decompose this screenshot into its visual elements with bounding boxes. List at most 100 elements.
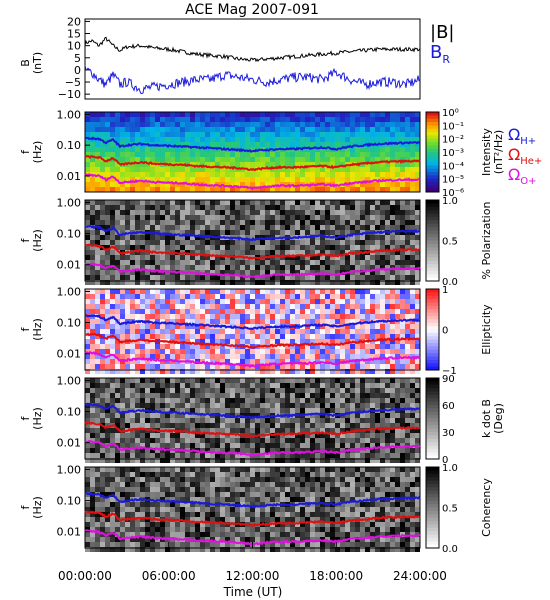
spectrogram-cell (110, 443, 115, 448)
spectrogram-cell (90, 127, 95, 132)
spectrogram-cell (355, 472, 360, 477)
spectrogram-cell (315, 428, 320, 433)
spectrogram-cell (350, 152, 355, 157)
spectrogram-cell (385, 453, 390, 458)
spectrogram-cell (330, 172, 335, 177)
spectrogram-cell (320, 418, 325, 423)
spectrogram-cell (205, 162, 210, 167)
spectrogram-cell (215, 152, 220, 157)
spectrogram-cell (135, 220, 140, 225)
spectrogram-cell (190, 398, 195, 403)
spectrogram-cell (100, 240, 105, 245)
spectrogram-cell (350, 230, 355, 235)
spectrogram-cell (260, 448, 265, 453)
spectrogram-cell (305, 467, 310, 472)
spectrogram-cell (405, 393, 410, 398)
spectrogram-cell (85, 324, 90, 329)
spectrogram-cell (320, 289, 325, 294)
spectrogram-cell (215, 438, 220, 443)
spectrogram-cell (330, 359, 335, 364)
spectrogram-cell (380, 364, 385, 369)
spectrogram-cell (225, 487, 230, 492)
spectrogram-cell (270, 418, 275, 423)
spectrogram-cell (385, 413, 390, 418)
spectrogram-cell (170, 117, 175, 122)
spectrogram-cell (320, 369, 325, 374)
spectrogram-cell (405, 255, 410, 260)
spectrogram-cell (85, 369, 90, 374)
spectrogram-cell (230, 132, 235, 137)
spectrogram-cell (365, 359, 370, 364)
spectrogram-cell (240, 438, 245, 443)
spectrogram-cell (270, 280, 275, 285)
spectrogram-cell (205, 438, 210, 443)
spectrogram-cell (85, 250, 90, 255)
spectrogram-cell (395, 132, 400, 137)
spectrogram-cell (140, 438, 145, 443)
spectrogram-cell (130, 112, 135, 117)
spectrogram-cell (260, 472, 265, 477)
spectrogram-cell (245, 304, 250, 309)
spectrogram-cell (165, 438, 170, 443)
spectrogram-cell (165, 334, 170, 339)
spectrogram-cell (240, 200, 245, 205)
spectrogram-cell (305, 314, 310, 319)
spectrogram-cell (120, 359, 125, 364)
spectrogram-cell (310, 369, 315, 374)
spectrogram-cell (255, 240, 260, 245)
spectrogram-cell (250, 117, 255, 122)
spectrogram-cell (310, 200, 315, 205)
spectrogram-cell (335, 467, 340, 472)
spectrogram-cell (120, 487, 125, 492)
spectrogram-cell (95, 472, 100, 477)
spectrogram-cell (225, 220, 230, 225)
spectrogram-cell (235, 438, 240, 443)
spectrogram-cell (300, 329, 305, 334)
spectrogram-cell (340, 433, 345, 438)
spectrogram-cell (115, 250, 120, 255)
spectrogram-cell (355, 157, 360, 162)
spectrogram-cell (240, 265, 245, 270)
spectrogram-cell (195, 309, 200, 314)
spectrogram-cell (370, 122, 375, 127)
spectrogram-cell (195, 324, 200, 329)
spectrogram-cell (335, 403, 340, 408)
spectrogram-cell (205, 433, 210, 438)
spectrogram-cell (215, 369, 220, 374)
spectrogram-cell (300, 200, 305, 205)
spectrogram-cell (345, 383, 350, 388)
spectrogram-cell (315, 260, 320, 265)
spectrogram-cell (95, 147, 100, 152)
spectrogram-cell (95, 443, 100, 448)
spectrogram-cell (150, 172, 155, 177)
spectrogram-cell (225, 304, 230, 309)
spectrogram-cell (135, 309, 140, 314)
spectrogram-cell (300, 339, 305, 344)
spectrogram-cell (360, 403, 365, 408)
spectrogram-cell (235, 200, 240, 205)
spectrogram-cell (215, 260, 220, 265)
spectrogram-cell (170, 230, 175, 235)
spectrogram-cell (350, 265, 355, 270)
spectrogram-cell (235, 304, 240, 309)
spectrogram-cell (375, 443, 380, 448)
spectrogram-cell (310, 117, 315, 122)
spectrogram-cell (375, 453, 380, 458)
spectrogram-cell (310, 364, 315, 369)
spectrogram-cell (155, 413, 160, 418)
spectrogram-cell (365, 270, 370, 275)
spectrogram-cell (135, 280, 140, 285)
spectrogram-cell (345, 122, 350, 127)
spectrogram-cell (235, 403, 240, 408)
spectrogram-cell (410, 162, 415, 167)
spectrogram-cell (375, 265, 380, 270)
spectrogram-cell (330, 423, 335, 428)
spectrogram-cell (395, 112, 400, 117)
spectrogram-cell (350, 137, 355, 142)
spectrogram-cell (175, 294, 180, 299)
spectrogram-cell (205, 388, 210, 393)
spectrogram-cell (145, 482, 150, 487)
spectrogram-cell (340, 393, 345, 398)
spectrogram-cell (220, 487, 225, 492)
spectrogram-cell (105, 309, 110, 314)
